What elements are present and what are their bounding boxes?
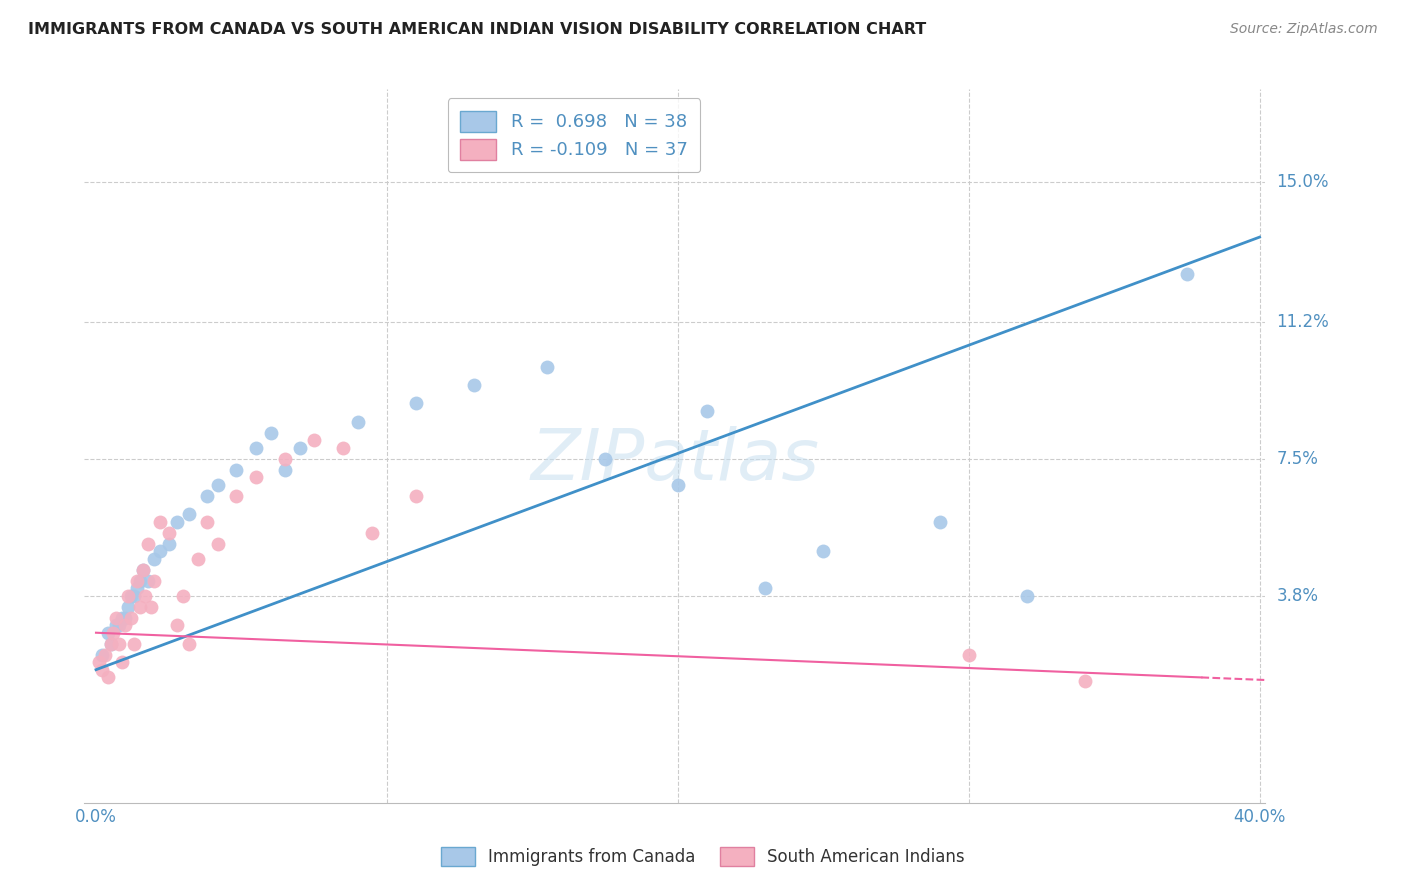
Point — [405, 489, 427, 503]
Point — [93, 648, 115, 662]
Point — [125, 582, 148, 596]
Point — [108, 618, 131, 632]
Point — [207, 537, 229, 551]
Text: 7.5%: 7.5% — [1277, 450, 1319, 468]
Point — [141, 599, 163, 614]
Point — [274, 463, 297, 477]
Point — [90, 648, 112, 662]
Point — [111, 611, 134, 625]
Point — [100, 637, 122, 651]
Point — [187, 551, 209, 566]
Point — [120, 589, 142, 603]
Point — [120, 611, 142, 625]
Point — [128, 599, 150, 614]
Legend: R =  0.698   N = 38, R = -0.109   N = 37: R = 0.698 N = 38, R = -0.109 N = 37 — [447, 98, 700, 172]
Point — [172, 589, 194, 603]
Text: Source: ZipAtlas.com: Source: ZipAtlas.com — [1230, 22, 1378, 37]
Point — [131, 563, 153, 577]
Point — [90, 663, 112, 677]
Text: 11.2%: 11.2% — [1277, 313, 1329, 331]
Point — [117, 599, 139, 614]
Point — [463, 378, 485, 392]
Point — [166, 618, 188, 632]
Point — [1015, 589, 1038, 603]
Point — [131, 563, 153, 577]
Point — [813, 544, 835, 558]
Point — [177, 508, 200, 522]
Point — [134, 589, 156, 603]
Point — [195, 515, 218, 529]
Point — [100, 637, 122, 651]
Point — [122, 589, 145, 603]
Point — [177, 637, 200, 651]
Point — [143, 574, 166, 588]
Point — [361, 525, 384, 540]
Point — [125, 574, 148, 588]
Point — [1175, 267, 1198, 281]
Point — [332, 441, 354, 455]
Point — [122, 637, 145, 651]
Point — [195, 489, 218, 503]
Point — [138, 574, 160, 588]
Point — [666, 478, 689, 492]
Point — [166, 515, 188, 529]
Point — [245, 470, 267, 484]
Text: 15.0%: 15.0% — [1277, 173, 1329, 191]
Text: IMMIGRANTS FROM CANADA VS SOUTH AMERICAN INDIAN VISION DISABILITY CORRELATION CH: IMMIGRANTS FROM CANADA VS SOUTH AMERICAN… — [28, 22, 927, 37]
Point — [754, 582, 776, 596]
Point — [138, 537, 160, 551]
Point — [593, 452, 616, 467]
Point — [207, 478, 229, 492]
Point — [302, 434, 325, 448]
Point — [536, 359, 558, 374]
Point — [105, 611, 128, 625]
Point — [114, 611, 136, 625]
Point — [957, 648, 980, 662]
Point — [696, 404, 718, 418]
Point — [274, 452, 297, 467]
Point — [114, 618, 136, 632]
Point — [928, 515, 950, 529]
Point — [405, 396, 427, 410]
Point — [128, 574, 150, 588]
Point — [97, 625, 120, 640]
Point — [157, 525, 180, 540]
Point — [108, 637, 131, 651]
Point — [225, 463, 247, 477]
Point — [117, 589, 139, 603]
Text: ZIPatlas: ZIPatlas — [530, 425, 820, 495]
Point — [103, 625, 125, 640]
Point — [157, 537, 180, 551]
Point — [111, 655, 134, 669]
Point — [143, 551, 166, 566]
Point — [259, 425, 281, 440]
Legend: Immigrants from Canada, South American Indians: Immigrants from Canada, South American I… — [433, 838, 973, 875]
Point — [288, 441, 311, 455]
Point — [346, 415, 368, 429]
Point — [149, 544, 172, 558]
Point — [225, 489, 247, 503]
Point — [105, 618, 128, 632]
Text: 3.8%: 3.8% — [1277, 587, 1319, 605]
Point — [97, 670, 120, 684]
Point — [87, 655, 110, 669]
Point — [245, 441, 267, 455]
Point — [149, 515, 172, 529]
Point — [1074, 673, 1097, 688]
